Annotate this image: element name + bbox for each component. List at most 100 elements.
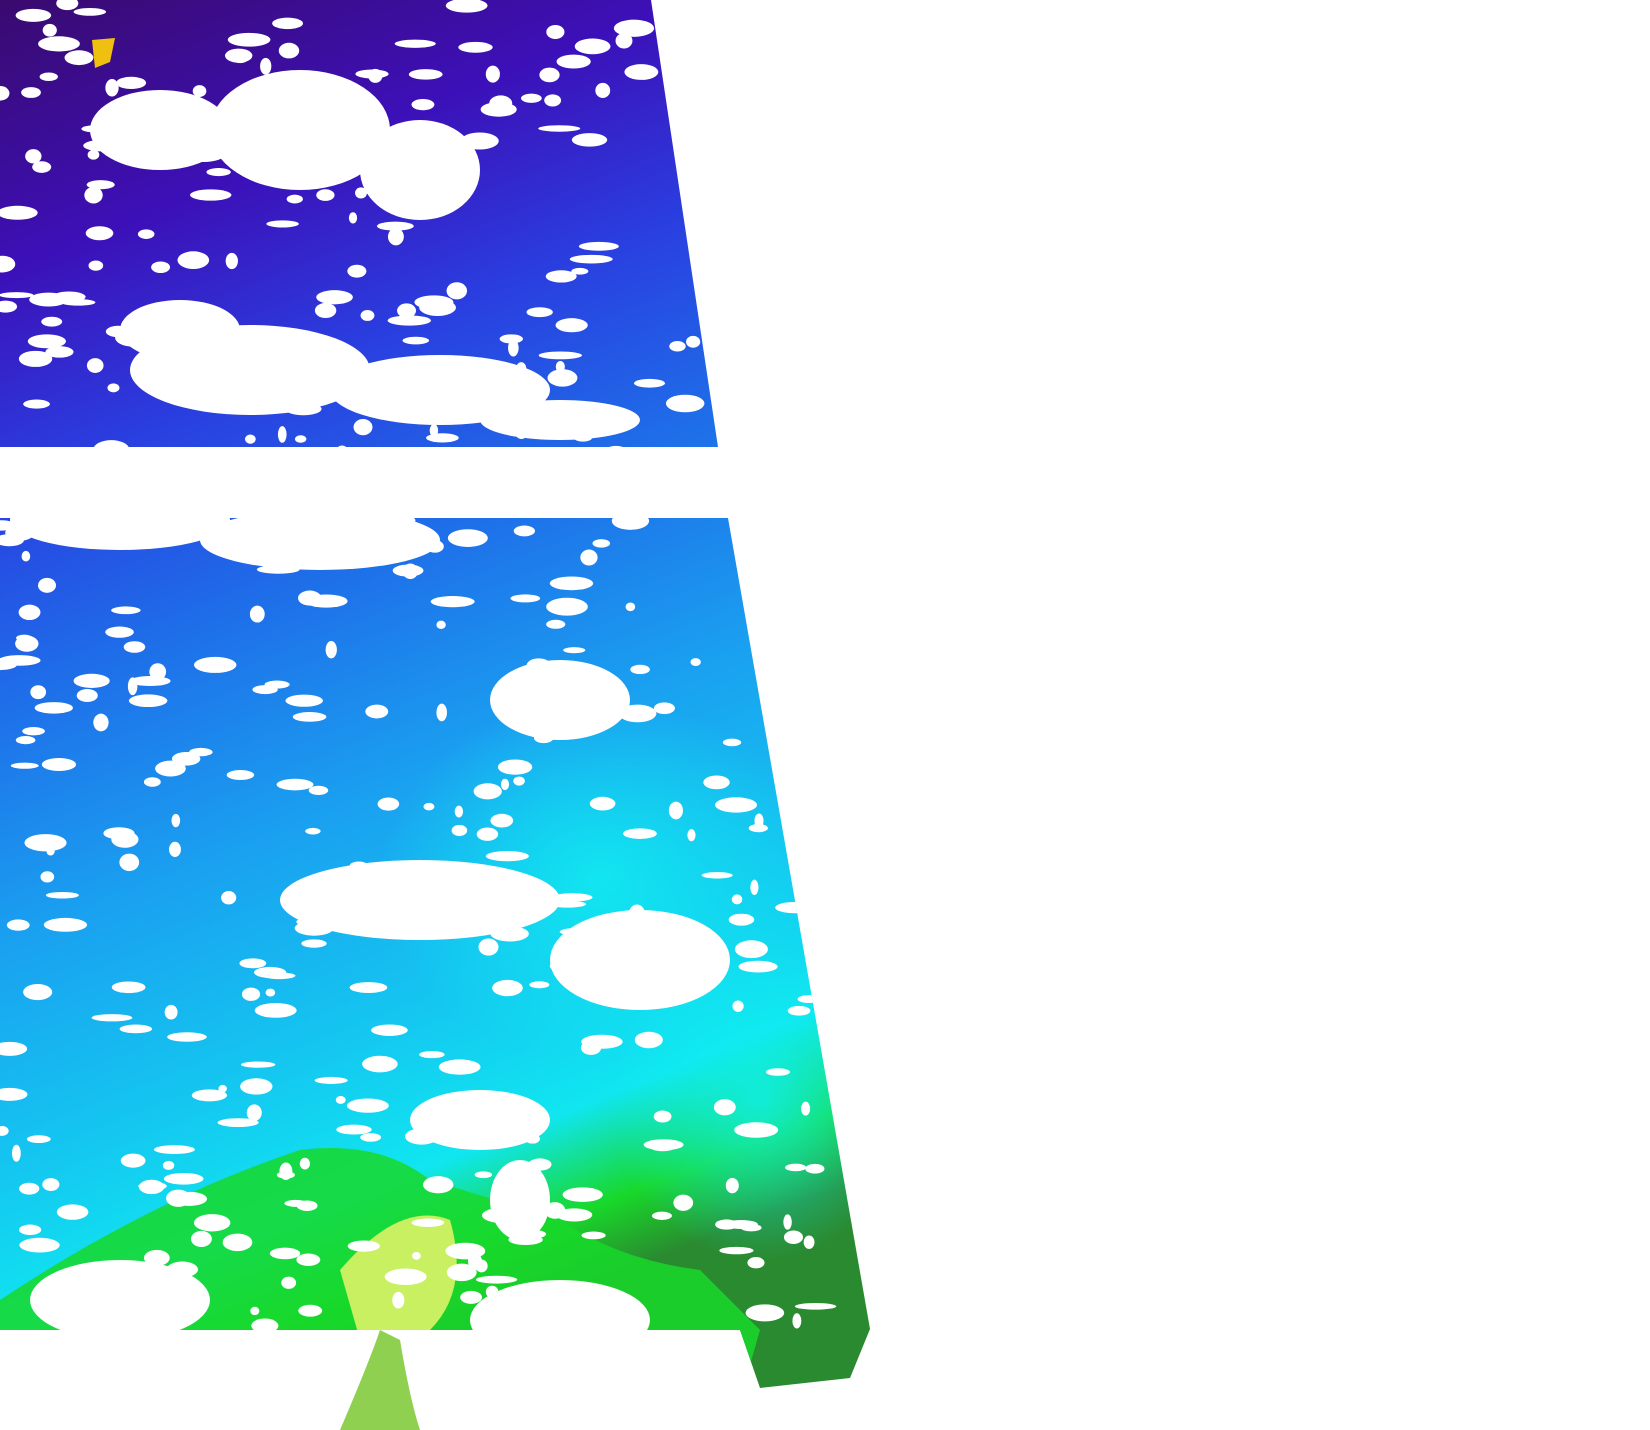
- cloud-blob: [478, 938, 499, 956]
- cloud-blob: [101, 1265, 130, 1279]
- cloud-blob: [171, 813, 181, 828]
- cloud-blob: [0, 1041, 28, 1056]
- cloud-blob: [446, 282, 468, 300]
- cloud-blob: [240, 1078, 273, 1095]
- cloud-blob: [111, 981, 146, 994]
- cloud-blob: [193, 1214, 231, 1232]
- cloud-blob: [546, 24, 565, 40]
- cloud-blob: [665, 394, 705, 413]
- cloud-blob: [647, 981, 671, 993]
- cloud-blob: [221, 891, 237, 905]
- cloud-blob: [546, 619, 566, 629]
- cloud-blob: [426, 540, 444, 553]
- cloud-blob: [16, 634, 33, 642]
- cloud-blob: [322, 476, 364, 494]
- cloud-blob: [105, 79, 119, 97]
- cloud-blob: [15, 736, 36, 745]
- cloud-blob: [715, 797, 758, 813]
- cloud-blob: [249, 605, 265, 623]
- cloud-blob: [538, 351, 583, 360]
- cloud-blob: [336, 445, 348, 456]
- cloud-blob: [394, 39, 436, 48]
- cloud-blob: [360, 1133, 382, 1142]
- cloud-blob: [605, 445, 627, 457]
- cloud-blob: [408, 69, 443, 80]
- cloud-blob: [747, 1257, 765, 1269]
- cloud-blob: [115, 328, 148, 347]
- cloud-blob: [24, 834, 67, 852]
- cloud-blob: [460, 1290, 483, 1304]
- cloud-blob: [549, 959, 587, 973]
- cloud-blob: [476, 827, 499, 841]
- cloud-blob: [164, 1004, 178, 1020]
- cloud-blob: [15, 447, 34, 456]
- cloud-blob: [556, 1208, 593, 1222]
- cloud-blob: [362, 1055, 398, 1073]
- cloud-blob: [715, 1219, 739, 1230]
- cloud-blob: [316, 189, 335, 201]
- cloud-blob: [556, 54, 591, 69]
- cloud-blob: [268, 516, 299, 528]
- cloud-blob: [287, 179, 322, 186]
- cloud-blob: [120, 1153, 146, 1168]
- cloud-blob: [138, 1179, 165, 1195]
- cloud-blob: [545, 270, 577, 283]
- cloud-blob: [668, 801, 683, 820]
- cloud-blob: [42, 1178, 60, 1191]
- cloud-blob: [422, 1176, 454, 1194]
- cloud-blob: [411, 1218, 445, 1227]
- cloud-blob: [285, 694, 323, 707]
- cloud-blob: [276, 778, 314, 791]
- cloud-blob: [430, 596, 475, 608]
- cloud-blob: [32, 161, 52, 173]
- cloud-blob: [298, 1304, 323, 1317]
- cloud-blob: [738, 960, 778, 973]
- cloud-blob: [402, 563, 419, 580]
- cloud-blob: [166, 1261, 199, 1278]
- cloud-blob: [166, 1189, 191, 1207]
- cloud-blob: [429, 424, 439, 437]
- cloud-blob: [765, 1068, 791, 1076]
- cloud-blob: [0, 520, 16, 531]
- cloud-blob: [783, 1214, 792, 1230]
- cloud-blob: [23, 399, 50, 409]
- cloud-blob: [445, 0, 488, 13]
- cloud-blob: [226, 102, 248, 109]
- cloud-blob: [60, 461, 73, 477]
- cloud-blob: [732, 1000, 744, 1012]
- cloud-blob: [624, 64, 659, 80]
- cloud-blob: [489, 95, 513, 112]
- cloud-blob: [474, 1171, 493, 1179]
- cloud-blob: [52, 291, 86, 303]
- cloud-blob: [387, 227, 404, 246]
- cloud-blob: [73, 8, 107, 16]
- cloud-blob: [611, 512, 650, 530]
- cloud-blob: [56, 0, 79, 11]
- cloud-blob: [301, 939, 327, 948]
- cloud-blob: [506, 402, 538, 421]
- cloud-blob: [550, 910, 730, 1010]
- cloud-blob: [239, 958, 267, 969]
- cloud-blob: [5, 524, 35, 541]
- cloud-blob: [239, 390, 282, 409]
- cloud-blob: [384, 1268, 427, 1286]
- cloud-blob: [304, 365, 337, 379]
- cloud-blob: [191, 396, 230, 410]
- cloud-blob: [638, 917, 661, 924]
- cloud-blob: [262, 972, 296, 980]
- cloud-blob: [43, 917, 88, 932]
- cloud-blob: [245, 434, 256, 444]
- cloud-blob: [163, 1172, 204, 1185]
- cloud-blob: [508, 339, 519, 357]
- cloud-blob: [629, 904, 645, 922]
- cloud-blob: [0, 255, 16, 273]
- cloud-blob: [750, 879, 759, 896]
- cloud-blob: [84, 186, 103, 204]
- cloud-blob: [85, 226, 114, 241]
- cloud-blob: [690, 658, 701, 666]
- cloud-blob: [308, 785, 329, 796]
- cloud-blob: [286, 194, 303, 204]
- cloud-blob: [625, 602, 636, 612]
- cloud-blob: [120, 300, 240, 360]
- cloud-blob: [485, 65, 500, 83]
